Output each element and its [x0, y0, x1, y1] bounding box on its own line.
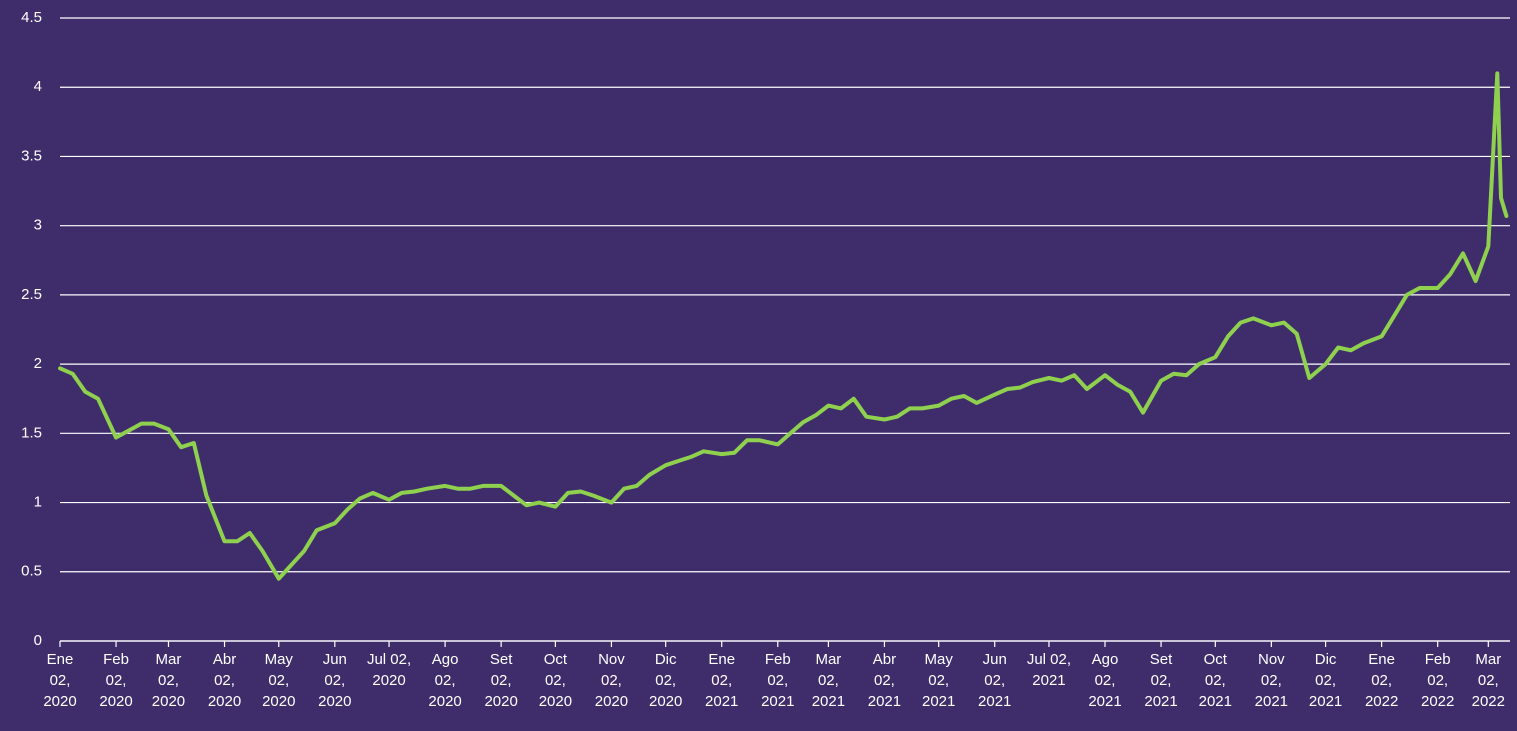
x-tick-label: Feb 02, 2020	[99, 651, 133, 710]
x-tick-label: Mar 02, 2020	[151, 651, 186, 710]
y-tick-label: 3.5	[21, 147, 42, 164]
x-tick-label: May 02, 2021	[921, 651, 956, 710]
x-tick-label: Ago 02, 2020	[428, 651, 462, 710]
x-tick-label: Ago 02, 2021	[1088, 651, 1122, 710]
x-tick-label: Abr 02, 2020	[207, 651, 242, 710]
x-tick-label: Oct 02, 2020	[538, 651, 573, 710]
x-tick-label: Jun 02, 2021	[978, 651, 1012, 710]
x-tick-label: Dic 02, 2021	[1308, 651, 1343, 710]
y-tick-label: 2	[34, 355, 42, 372]
y-tick-label: 1	[34, 494, 42, 511]
x-tick-label: Feb 02, 2021	[761, 651, 795, 710]
y-tick-label: 0.5	[21, 563, 42, 580]
x-tick-label: Ene 02, 2022	[1364, 651, 1399, 710]
data-line	[58, 71, 1509, 581]
x-tick-label: Feb 02, 2022	[1420, 651, 1455, 710]
x-tick-label: Oct 02, 2021	[1198, 651, 1232, 710]
x-tick-label: Mar 02, 2022	[1471, 651, 1505, 710]
y-tick-label: 0	[34, 632, 42, 649]
x-tick-label: Mar 02, 2021	[811, 651, 846, 710]
x-tick-label: Ene 02, 2020	[43, 651, 77, 710]
y-tick-label: 4.5	[21, 9, 42, 26]
x-tick-label: Nov 02, 2020	[594, 651, 629, 710]
y-tick-label: 1.5	[21, 424, 42, 441]
x-tick-label: Ene 02, 2021	[705, 651, 739, 710]
x-tick-label: May 02, 2020	[262, 651, 296, 710]
x-tick-label: Set 02, 2020	[484, 651, 518, 710]
y-tick-label: 4	[34, 78, 42, 95]
y-tick-label: 2.5	[21, 286, 42, 303]
x-tick-label: Nov 02, 2021	[1254, 651, 1289, 710]
x-tick-label: Jul 02, 2021	[1026, 651, 1072, 689]
x-tick-label: Set 02, 2021	[1144, 651, 1178, 710]
x-tick-label: Dic 02, 2020	[648, 651, 683, 710]
x-tick-label: Jun 02, 2020	[318, 651, 352, 710]
x-tick-label: Abr 02, 2021	[867, 651, 902, 710]
x-tick-label: Jul 02, 2020	[366, 651, 412, 689]
y-tick-label: 3	[34, 217, 42, 234]
